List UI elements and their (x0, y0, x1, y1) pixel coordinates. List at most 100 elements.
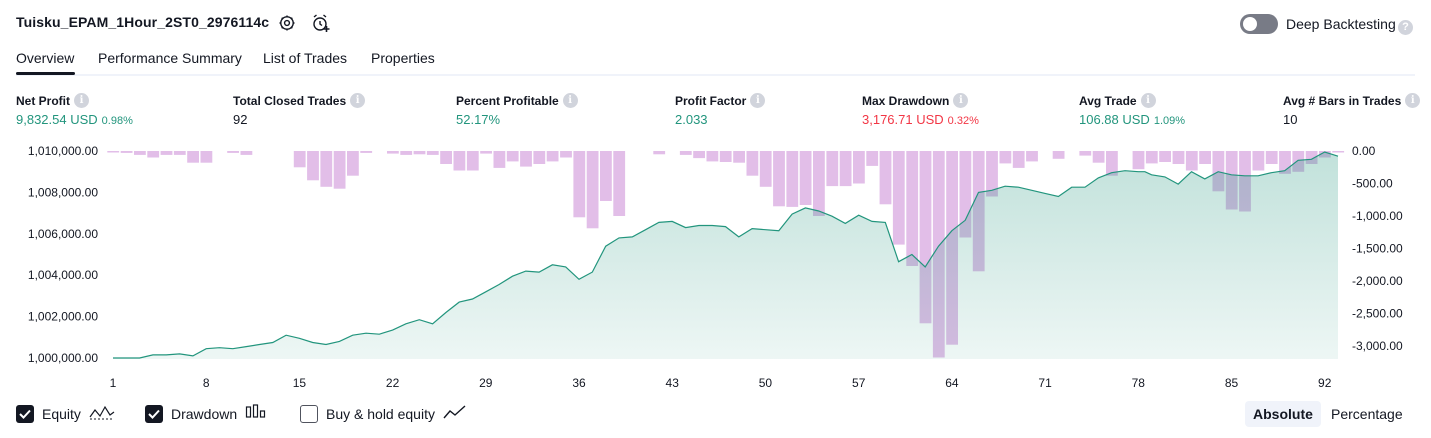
metric-net-profit: Net Profit i 9,832.54 USD 0.98% (16, 93, 133, 127)
drawdown-bar (1172, 151, 1185, 164)
tab-performance-summary[interactable]: Performance Summary (98, 50, 242, 66)
x-tick-label: 1 (110, 376, 117, 390)
y-left-tick-label: 1,000,000.00 (28, 351, 98, 365)
equity-drawdown-chart[interactable]: 1,010,000.00 1,008,000.00 1,006,000.00 1,00… (0, 140, 1431, 395)
drawdown-bar (879, 151, 892, 205)
drawdown-bar (320, 151, 333, 187)
help-icon[interactable]: ? (1398, 17, 1413, 35)
x-tick-label: 43 (666, 376, 680, 390)
drawdown-bar (733, 151, 745, 163)
checkbox-drawdown[interactable] (145, 404, 163, 423)
gear-icon[interactable] (277, 13, 297, 33)
drawdown-bar (679, 151, 692, 155)
drawdown-bar (866, 151, 879, 166)
drawdown-bar (906, 151, 919, 266)
buy-hold-line-icon (443, 404, 467, 423)
drawdown-bar (107, 151, 120, 153)
x-tick-label: 57 (852, 376, 866, 390)
metric-label: Percent Profitable (456, 93, 559, 108)
drawdown-bar (1185, 151, 1198, 171)
drawdown-bar (959, 151, 972, 238)
y-left-tick-label: 1,002,000.00 (28, 310, 98, 324)
checkbox-equity[interactable] (16, 404, 34, 423)
checkbox-buy-hold[interactable] (300, 404, 318, 423)
info-icon[interactable]: i (1405, 93, 1421, 108)
drawdown-bar (799, 151, 812, 205)
legend-label: Equity (42, 405, 81, 422)
y-right-tick-label: -500.00 (1352, 177, 1393, 191)
metric-avg-trade: Avg Trade i 106.88 USD 1.09% (1079, 93, 1185, 127)
metric-value: 52.17% (456, 112, 501, 127)
drawdown-bar (826, 151, 839, 187)
metric-percent: 1.09% (1153, 115, 1186, 127)
info-icon[interactable]: i (350, 93, 366, 108)
drawdown-bar (173, 151, 186, 155)
y-right-tick-label: -3,000.00 (1352, 339, 1403, 353)
drawdown-bar (839, 151, 852, 187)
drawdown-bar (1026, 151, 1038, 162)
info-icon[interactable]: i (74, 93, 89, 108)
tab-overview[interactable]: Overview (16, 50, 75, 66)
deep-backtesting-label: Deep Backtesting (1286, 16, 1396, 32)
drawdown-bar (493, 151, 506, 168)
drawdown-bar (586, 151, 599, 229)
drawdown-bar (187, 151, 199, 163)
right-axis: 0.00 -500.00 -1,000.00 -1,500.00 -2,000.00 -2… (1352, 144, 1403, 353)
metric-value: 2.033 (675, 112, 708, 127)
info-icon[interactable]: i (562, 93, 578, 108)
metric-value: 10 (1283, 112, 1298, 127)
strategy-title: Tuisku_EPAM_1Hour_2ST0_2976114c (16, 14, 270, 30)
toggle-knob (1243, 17, 1257, 31)
drawdown-bar (999, 151, 1012, 164)
drawdown-bar (387, 151, 399, 154)
x-tick-label: 29 (479, 376, 493, 390)
y-left-tick-label: 1,004,000.00 (28, 268, 98, 282)
legend-drawdown[interactable]: Drawdown (145, 404, 267, 423)
drawdown-bar (986, 151, 998, 197)
equity-line (113, 151, 1339, 359)
left-axis: 1,010,000.00 1,008,000.00 1,006,000.00 1,00… (28, 144, 98, 365)
drawdown-bar (719, 151, 732, 162)
y-left-tick-label: 1,006,000.00 (28, 227, 98, 241)
active-tab-indicator (16, 72, 75, 75)
drawdown-bar (1012, 151, 1025, 168)
drawdown-bar (333, 151, 346, 189)
drawdown-bar (1279, 151, 1291, 174)
drawdown-bar (147, 151, 160, 158)
drawdown-bar (693, 151, 705, 159)
legend-equity[interactable]: Equity (16, 404, 115, 423)
drawdown-bar (560, 151, 572, 158)
info-icon[interactable]: i (953, 93, 969, 108)
drawdown-bar (919, 151, 932, 324)
info-icon[interactable]: i (750, 93, 766, 108)
legend-buy-hold[interactable]: Buy & hold equity (300, 404, 467, 423)
metric-label: Avg # Bars in Trades (1283, 93, 1402, 108)
y-right-tick-label: -2,500.00 (1352, 307, 1403, 321)
alarm-clock-plus-icon[interactable] (311, 13, 331, 33)
metric-percent-profitable: Percent Profitable i 52.17% (456, 93, 578, 127)
drawdown-bar (440, 151, 452, 164)
drawdown-bar (240, 151, 253, 155)
info-icon[interactable]: i (1140, 93, 1156, 108)
drawdown-bar (1079, 151, 1092, 156)
tab-list-of-trades[interactable]: List of Trades (263, 50, 348, 66)
deep-backtesting-toggle[interactable] (1240, 14, 1278, 34)
y-right-tick-label: -1,000.00 (1352, 209, 1403, 223)
drawdown-bar (853, 151, 865, 184)
mode-absolute-button[interactable]: Absolute (1245, 401, 1321, 427)
x-tick-label: 64 (945, 376, 959, 390)
drawdown-bar (413, 151, 426, 155)
metric-value: 92 (233, 112, 248, 127)
drawdown-bar (1252, 151, 1265, 171)
drawdown-bar (466, 151, 479, 171)
metric-profit-factor: Profit Factor i 2.033 (675, 93, 766, 127)
drawdown-bar (1106, 151, 1118, 176)
tab-properties[interactable]: Properties (371, 50, 435, 66)
x-tick-label: 50 (759, 376, 773, 390)
tabs-divider (16, 74, 1415, 76)
mode-percentage-button[interactable]: Percentage (1331, 406, 1403, 422)
drawdown-bar (360, 151, 373, 153)
drawdown-bar (653, 151, 666, 155)
x-tick-label: 85 (1225, 376, 1239, 390)
metric-max-drawdown: Max Drawdown i 3,176.71 USD 0.32% (862, 93, 979, 127)
